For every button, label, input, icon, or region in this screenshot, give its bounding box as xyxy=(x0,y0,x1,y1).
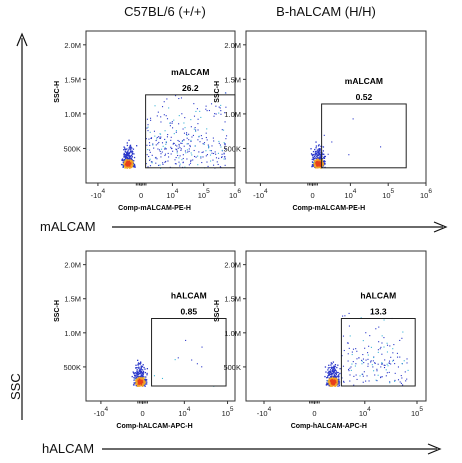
x-tick-label: -104 xyxy=(94,406,109,418)
x-tick-label: 105 xyxy=(411,406,423,418)
gate-box xyxy=(340,318,416,387)
plot-frame xyxy=(85,30,236,184)
y-tick-label: 2.0M xyxy=(224,41,241,50)
x-tick-exponent: 5 xyxy=(391,188,395,195)
x-axis-label: Comp-hALCAM-APC-H xyxy=(291,423,367,430)
gate-box xyxy=(151,318,227,387)
y-tick-label: 1.0M xyxy=(224,329,241,338)
gate-box xyxy=(321,103,407,169)
x-tick-label: 0 xyxy=(141,409,145,418)
row-label-halcam: hALCAM xyxy=(42,441,95,456)
y-tick-label: 2.0M xyxy=(64,261,81,270)
x-tick-label: 104 xyxy=(359,406,371,418)
event-cloud xyxy=(131,339,215,387)
y-tick-label: 1.5M xyxy=(64,295,81,304)
ssc-arrowhead xyxy=(16,32,28,47)
y-tick-label: 1.0M xyxy=(64,329,81,338)
y-tick-label: 1.5M xyxy=(64,75,81,84)
x-tick-label: 105 xyxy=(198,188,210,200)
x-tick-label: 104 xyxy=(344,188,356,200)
x-tick-label: 105 xyxy=(382,188,394,200)
flow-plot-3: 500K 1.0M 1.5M 2.0M SSC-H -104 0 104 105 Comp-hAL… xyxy=(214,250,427,430)
y-tick-label: 1.5M xyxy=(224,295,241,304)
x-tick-exponent: 4 xyxy=(175,188,179,195)
flow-plot-1: 500K 1.0M 1.5M 2.0M SSC-H -104 0 104 105 106 Comp-… xyxy=(214,30,432,212)
y-axis-label: SSC-H xyxy=(214,81,221,103)
x-tick-exponent: 4 xyxy=(264,188,268,195)
x-tick-exponent: 4 xyxy=(105,406,109,413)
x-axis-label: Comp-hALCAM-APC-H xyxy=(116,423,192,430)
x-axis-label: Comp-mALCAM-PE-H xyxy=(292,205,365,212)
x-tick-exponent: 5 xyxy=(230,406,234,413)
malcam-arrowhead xyxy=(433,221,448,233)
x-tick-label: 106 xyxy=(420,188,432,200)
row-label-malcam: mALCAM xyxy=(40,219,96,234)
y-tick-label: 500K xyxy=(223,144,241,153)
y-axis-label: SSC-H xyxy=(54,81,61,103)
x-tick-label: 105 xyxy=(222,406,234,418)
flow-plot-2: 500K 1.0M 1.5M 2.0M SSC-H -104 0 104 105 Comp-hAL… xyxy=(54,250,236,430)
halcam-arrowhead xyxy=(427,443,442,455)
x-tick-label: 0 xyxy=(311,191,315,200)
plot-frame xyxy=(245,30,427,184)
plot-frame xyxy=(85,250,236,402)
y-tick-label: 2.0M xyxy=(224,261,241,270)
gate-label: hALCAM xyxy=(360,291,396,301)
y-tick-label: 500K xyxy=(63,144,81,153)
event-cloud xyxy=(310,118,382,169)
y-tick-label: 2.0M xyxy=(64,41,81,50)
x-tick-label: -104 xyxy=(91,188,106,200)
gate-box xyxy=(145,94,236,169)
x-tick-exponent: 4 xyxy=(367,406,371,413)
gate-percent: 13.3 xyxy=(370,307,387,317)
flow-plot-0: 500K 1.0M 1.5M 2.0M SSC-H -104 0 104 105 106 Comp-… xyxy=(54,30,241,212)
y-tick-label: 1.0M xyxy=(224,110,241,119)
gate-percent: 26.2 xyxy=(182,83,199,93)
gate-percent: 0.52 xyxy=(356,92,373,102)
x-tick-label: 0 xyxy=(312,409,316,418)
x-tick-label: 106 xyxy=(229,188,241,200)
y-tick-label: 500K xyxy=(223,363,241,372)
column-title-humanized: B-hALCAM (H/H) xyxy=(276,4,376,19)
x-tick-label: 104 xyxy=(166,188,178,200)
x-tick-exponent: 6 xyxy=(237,188,241,195)
x-tick-exponent: 4 xyxy=(353,188,357,195)
column-title-wildtype: C57BL/6 (+/+) xyxy=(124,4,206,19)
y-tick-label: 1.5M xyxy=(224,75,241,84)
x-axis-label: Comp-mALCAM-PE-H xyxy=(118,205,191,212)
gate-label: hALCAM xyxy=(171,291,207,301)
x-tick-label: 0 xyxy=(139,191,143,200)
event-cloud xyxy=(324,312,409,387)
x-tick-exponent: 5 xyxy=(419,406,423,413)
event-cloud xyxy=(120,92,228,169)
y-axis-label: SSC-H xyxy=(54,300,61,322)
x-tick-label: -104 xyxy=(253,188,268,200)
gate-label: mALCAM xyxy=(171,67,209,77)
x-tick-exponent: 6 xyxy=(428,188,432,195)
x-tick-exponent: 5 xyxy=(206,188,210,195)
y-tick-label: 1.0M xyxy=(64,110,81,119)
x-tick-exponent: 4 xyxy=(187,406,191,413)
y-tick-label: 500K xyxy=(63,363,81,372)
x-tick-label: 104 xyxy=(178,406,190,418)
gate-label: mALCAM xyxy=(345,76,383,86)
gate-percent: 0.85 xyxy=(181,307,198,317)
x-tick-exponent: 4 xyxy=(102,188,106,195)
x-tick-label: -104 xyxy=(257,406,272,418)
x-tick-exponent: 4 xyxy=(268,406,272,413)
y-axis-label: SSC-H xyxy=(214,300,221,322)
